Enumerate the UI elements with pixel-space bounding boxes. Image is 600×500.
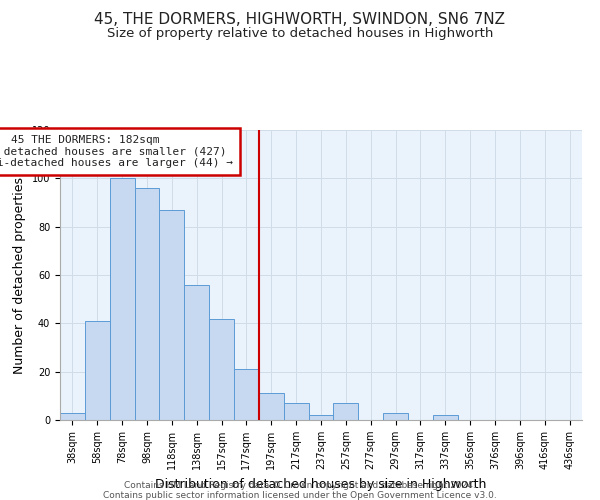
Bar	[334, 403, 358, 420]
Bar	[85, 321, 110, 420]
Text: Contains public sector information licensed under the Open Government Licence v3: Contains public sector information licen…	[103, 491, 497, 500]
Text: Contains HM Land Registry data © Crown copyright and database right 2024.: Contains HM Land Registry data © Crown c…	[124, 481, 476, 490]
Bar	[209, 318, 234, 420]
Bar	[284, 403, 308, 420]
Bar	[134, 188, 160, 420]
Bar	[184, 284, 209, 420]
Bar	[110, 178, 134, 420]
Text: 45 THE DORMERS: 182sqm
← 90% of detached houses are smaller (427)
9% of semi-det: 45 THE DORMERS: 182sqm ← 90% of detached…	[0, 135, 233, 168]
X-axis label: Distribution of detached houses by size in Highworth: Distribution of detached houses by size …	[155, 478, 487, 490]
Bar	[60, 413, 85, 420]
Bar	[383, 413, 408, 420]
Bar	[234, 369, 259, 420]
Text: 45, THE DORMERS, HIGHWORTH, SWINDON, SN6 7NZ: 45, THE DORMERS, HIGHWORTH, SWINDON, SN6…	[95, 12, 505, 28]
Bar	[308, 415, 334, 420]
Bar	[259, 394, 284, 420]
Text: Size of property relative to detached houses in Highworth: Size of property relative to detached ho…	[107, 28, 493, 40]
Y-axis label: Number of detached properties: Number of detached properties	[13, 176, 26, 374]
Bar	[433, 415, 458, 420]
Bar	[160, 210, 184, 420]
